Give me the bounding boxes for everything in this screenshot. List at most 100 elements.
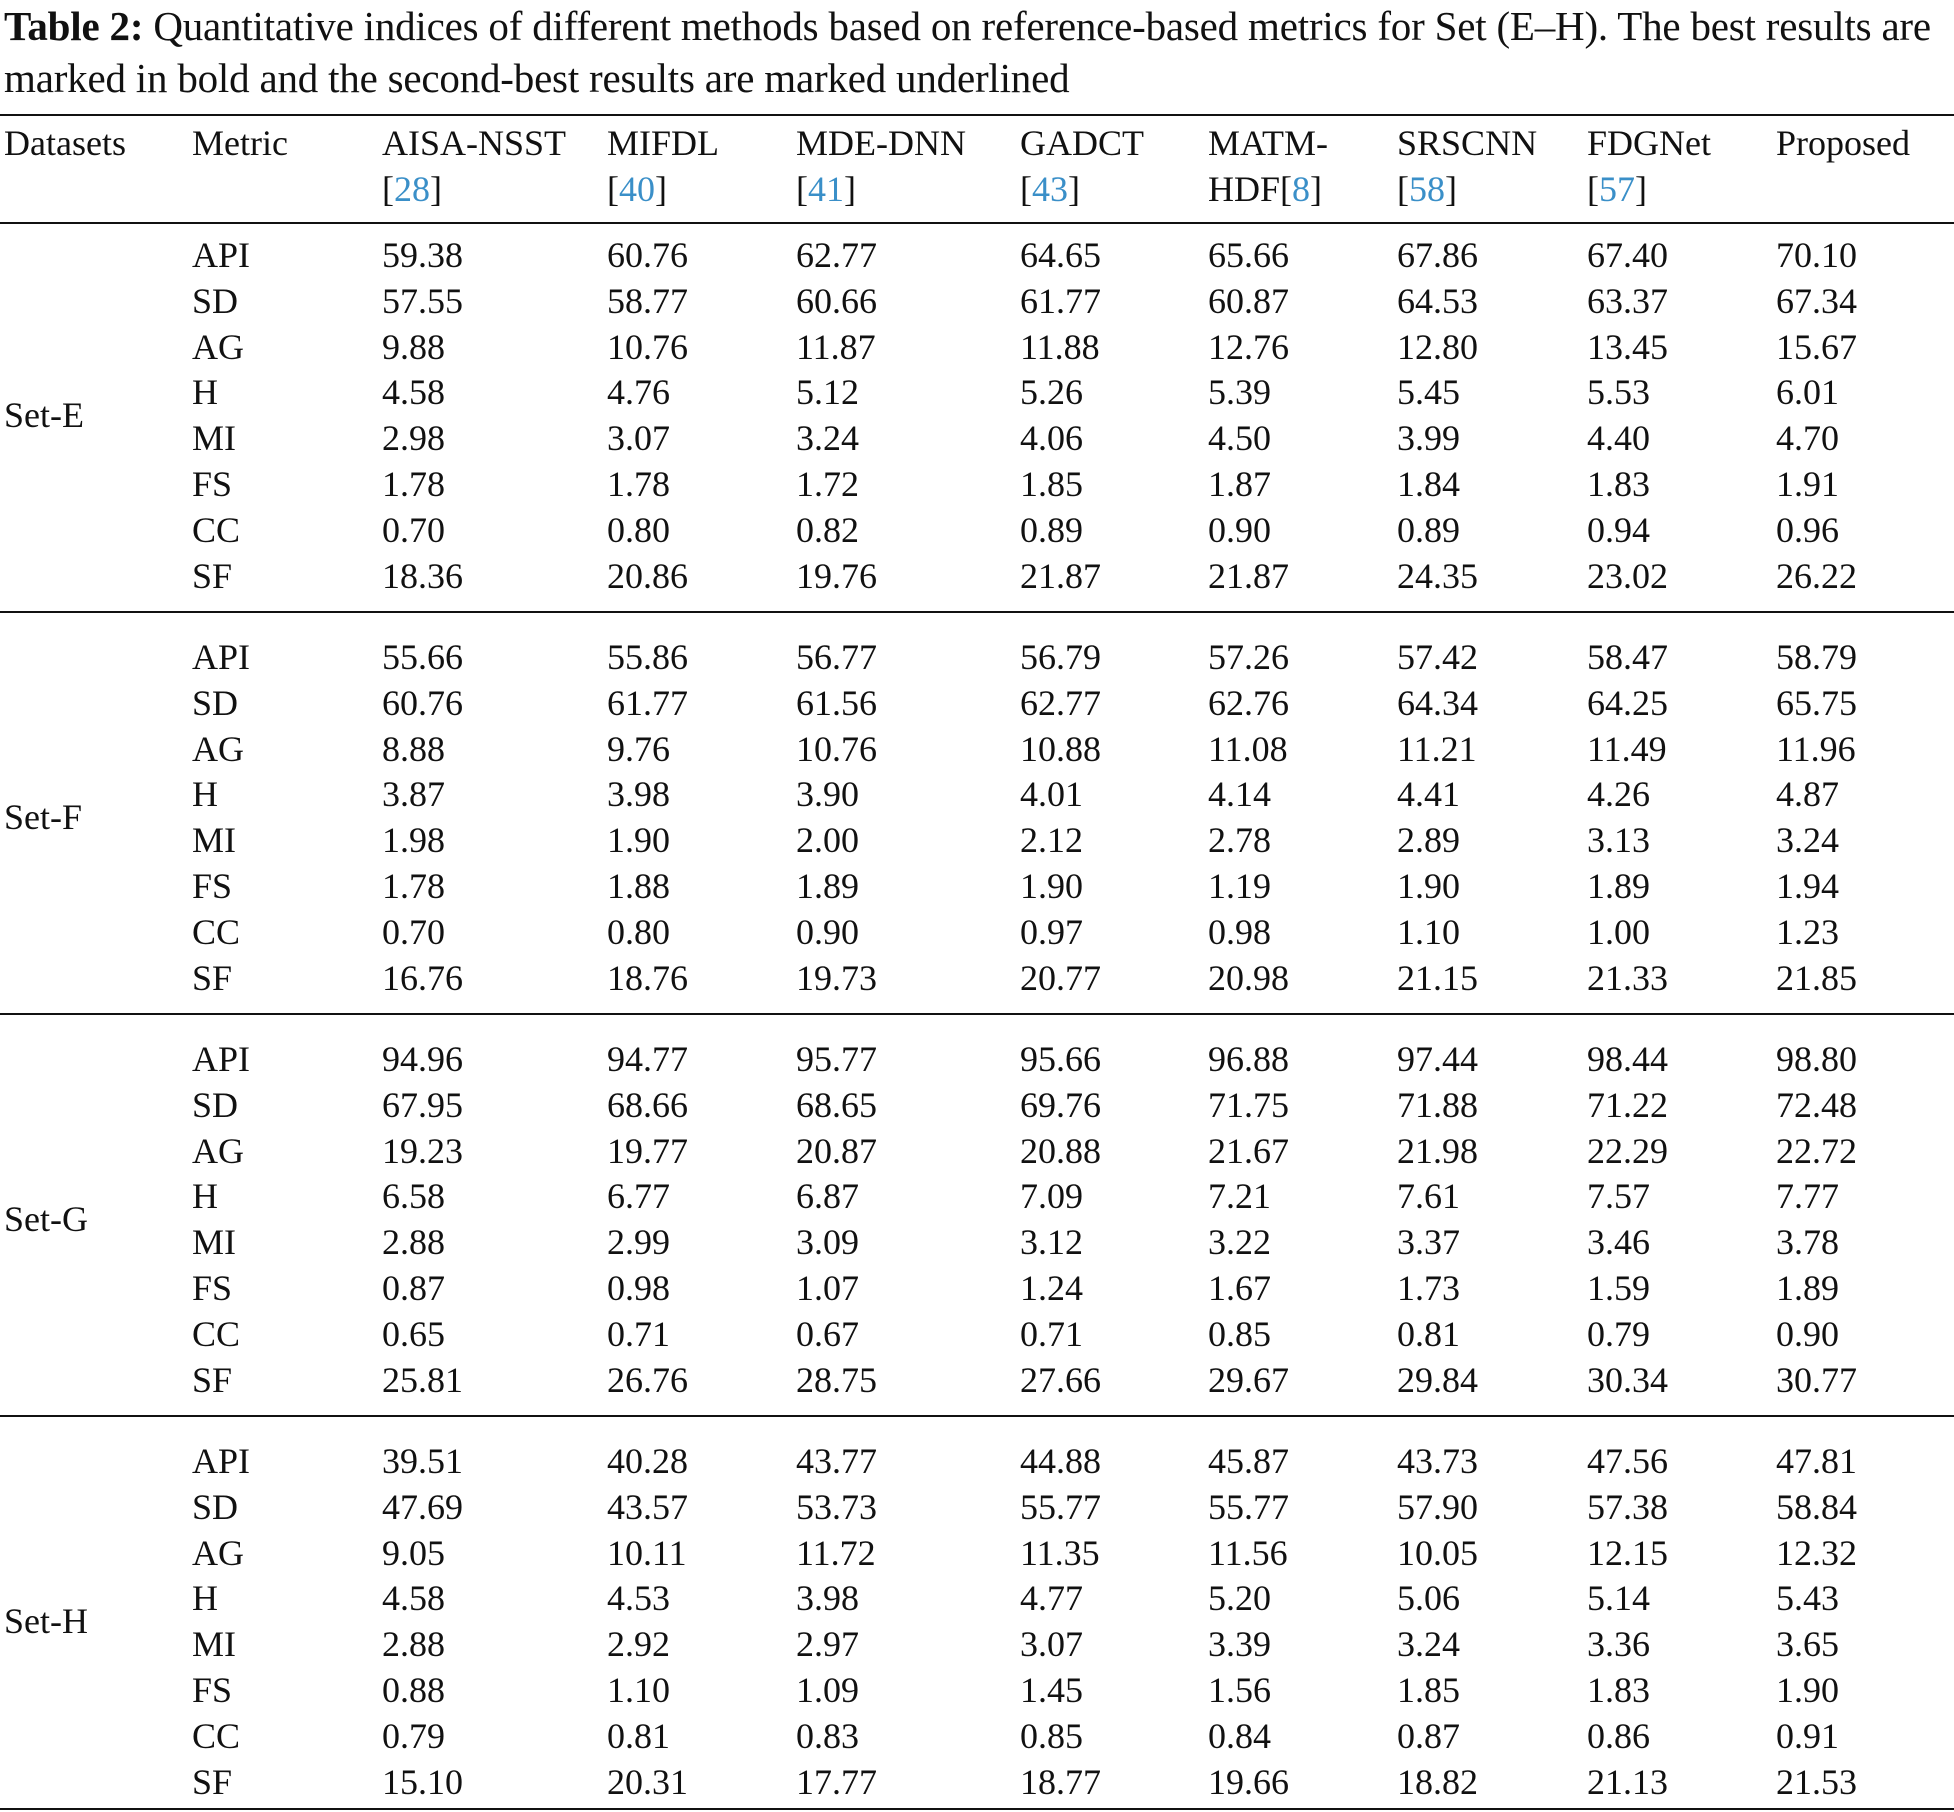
- table-cell-value: 0.65: [382, 1313, 445, 1354]
- table-cell-value: 55.86: [607, 637, 688, 677]
- citation-link[interactable]: 41: [808, 168, 844, 209]
- table-cell-value: 2.78: [1208, 820, 1271, 861]
- table-cell-value: 0.70: [382, 509, 445, 550]
- table-cell-value: 10.11: [607, 1532, 687, 1573]
- table-cell-value: 21.53: [1776, 1761, 1857, 1802]
- citation-link[interactable]: 58: [1409, 168, 1445, 209]
- table-cell-value: 1.10: [1397, 911, 1460, 952]
- dataset-label: Set-H: [4, 1601, 88, 1642]
- metric-label: SD: [192, 682, 239, 723]
- table-cell-value: 5.43: [1776, 1578, 1839, 1619]
- table-cell-value: 67.34: [1776, 280, 1857, 321]
- table-cell-value: 0.83: [796, 1715, 859, 1756]
- metric-label: SF: [192, 1359, 233, 1400]
- table-cell-value: 24.35: [1397, 555, 1478, 596]
- metric-label: MI: [192, 820, 236, 861]
- metric-label: H: [192, 372, 218, 413]
- table-cell-value: 60.76: [382, 682, 463, 723]
- table-cell-value: 0.96: [1776, 509, 1839, 550]
- table-cell-value: 7.61: [1397, 1176, 1460, 1217]
- table-cell-value: 1.90: [1397, 866, 1460, 906]
- table-cell-value: 5.12: [796, 372, 859, 413]
- table-cell-value: 21.85: [1776, 957, 1857, 998]
- table-cell-value: 56.77: [796, 637, 877, 677]
- metric-label: FS: [192, 1670, 233, 1710]
- table-cell-value: 0.97: [1020, 911, 1083, 952]
- metric-label: CC: [192, 1715, 241, 1756]
- table-cell-value: 6.87: [796, 1176, 859, 1217]
- table-cell-value: 57.90: [1397, 1486, 1478, 1527]
- table-cell-value: 61.77: [607, 682, 688, 723]
- table-cell-value: 7.57: [1587, 1176, 1650, 1217]
- table-cell-value: 13.45: [1587, 326, 1668, 367]
- dataset-label: Set-G: [4, 1199, 88, 1240]
- header-method-name: FDGNet: [1587, 123, 1711, 163]
- table-cell-value: 4.58: [382, 372, 445, 413]
- table-cell-value: 17.77: [796, 1761, 877, 1802]
- table-cell-value: 57.55: [382, 280, 463, 321]
- table-cell-value: 18.77: [1020, 1761, 1101, 1802]
- table-cell-value: 65.66: [1208, 235, 1289, 275]
- table-cell-value: 15.67: [1776, 326, 1857, 367]
- table-cell-value: 18.76: [607, 957, 688, 998]
- table-cell-value: 21.15: [1397, 957, 1478, 998]
- table-cell-value: 0.90: [1776, 1313, 1839, 1354]
- table-cell-value: 67.95: [382, 1084, 463, 1125]
- header-method-name: MIFDL: [607, 123, 720, 163]
- table-cell-value: 1.85: [1020, 464, 1083, 504]
- header-method-ref: [41]: [796, 166, 856, 212]
- citation-link[interactable]: 57: [1599, 168, 1635, 209]
- metric-label: H: [192, 1176, 218, 1217]
- table-cell-value: 10.76: [607, 326, 688, 367]
- metric-label: SD: [192, 1084, 239, 1125]
- table-cell-value: 58.84: [1776, 1486, 1857, 1527]
- table-cell-value: 1.90: [1776, 1670, 1839, 1710]
- metric-label: AG: [192, 1130, 244, 1171]
- table-cell-value: 3.37: [1397, 1222, 1460, 1263]
- table-cell-value: 67.86: [1397, 235, 1478, 275]
- table-cell-value: 19.23: [382, 1130, 463, 1171]
- table-cell-value: 12.76: [1208, 326, 1289, 367]
- ref-bracket: [: [382, 168, 394, 209]
- table-cell-value: 63.37: [1587, 280, 1668, 321]
- table-cell-value: 20.77: [1020, 957, 1101, 998]
- table-cell-value: 47.81: [1776, 1441, 1857, 1481]
- table-cell-value: 4.58: [382, 1578, 445, 1619]
- table-cell-value: 57.26: [1208, 637, 1289, 677]
- dataset-label: Set-E: [4, 395, 84, 436]
- table-cell-value: 1.56: [1208, 1670, 1271, 1710]
- table-cell-value: 3.90: [796, 774, 859, 815]
- citation-link[interactable]: 40: [619, 168, 655, 209]
- ref-bracket: ]: [1635, 168, 1647, 209]
- table-cell-value: 4.50: [1208, 418, 1271, 459]
- table-cell-value: 2.92: [607, 1624, 670, 1665]
- table-cell-value: 11.35: [1020, 1532, 1100, 1573]
- table-cell-value: 55.77: [1020, 1486, 1101, 1527]
- table-cell-value: 1.88: [607, 866, 670, 906]
- table-cell-value: 45.87: [1208, 1441, 1289, 1481]
- table-cell-value: 26.76: [607, 1359, 688, 1400]
- table-cell-value: 1.89: [1776, 1268, 1839, 1308]
- table-cell-value: 4.77: [1020, 1578, 1083, 1619]
- table-cell-value: 16.76: [382, 957, 463, 998]
- table-cell-value: 1.00: [1587, 911, 1650, 952]
- table-cell-value: 60.66: [796, 280, 877, 321]
- table-cell-value: 1.91: [1776, 464, 1839, 504]
- table-cell-value: 0.79: [1587, 1313, 1650, 1354]
- table-cell-value: 8.88: [382, 728, 445, 769]
- table-cell-value: 1.19: [1208, 866, 1271, 906]
- table-cell-value: 56.79: [1020, 637, 1101, 677]
- table-cell-value: 7.09: [1020, 1176, 1083, 1217]
- ref-bracket: ]: [1445, 168, 1457, 209]
- table-cell-value: 3.24: [1397, 1624, 1460, 1665]
- table-cell-value: 3.24: [1776, 820, 1839, 861]
- table-rule: [0, 611, 1954, 613]
- table-cell-value: 3.65: [1776, 1624, 1839, 1665]
- header-datasets: Datasets: [4, 123, 126, 163]
- header-method-name: AISA-NSST: [382, 123, 567, 163]
- citation-link[interactable]: 28: [394, 168, 430, 209]
- table-cell-value: 21.87: [1020, 555, 1101, 596]
- table-cell-value: 62.77: [1020, 682, 1101, 723]
- citation-link[interactable]: 43: [1032, 168, 1068, 209]
- citation-link[interactable]: 8: [1292, 168, 1311, 209]
